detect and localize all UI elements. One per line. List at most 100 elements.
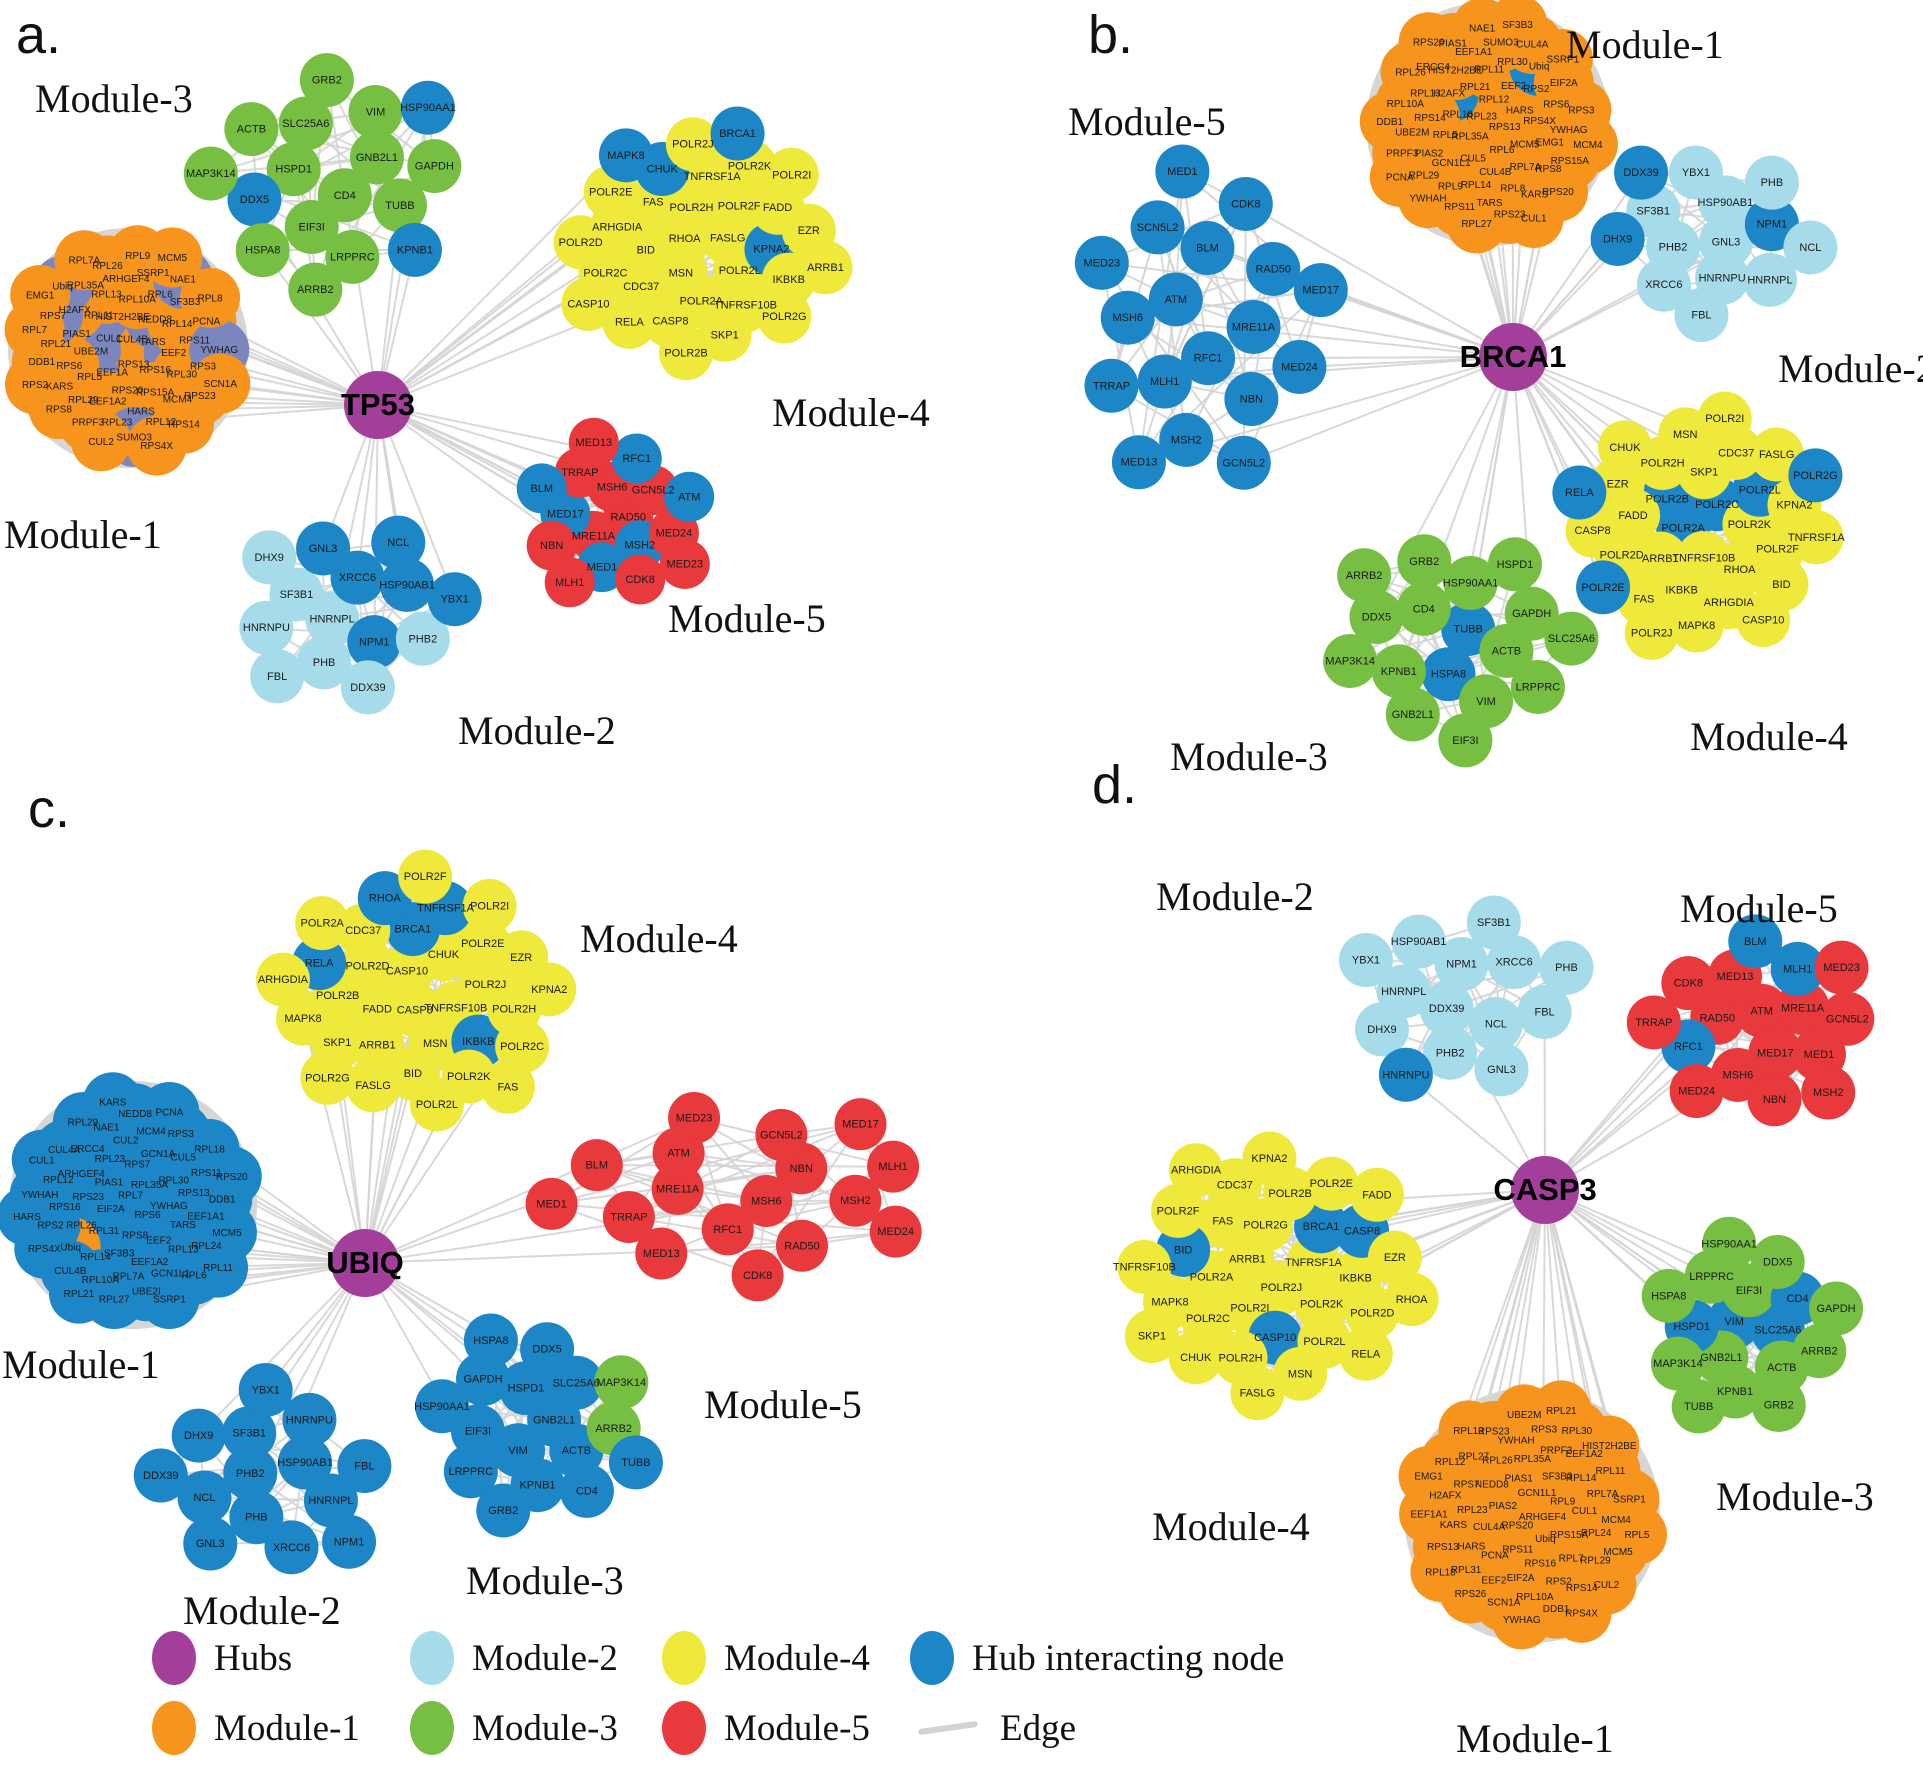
node-label: MSH6 xyxy=(1723,1069,1754,1081)
node-label: HSPA8 xyxy=(473,1335,508,1347)
node-label: MED24 xyxy=(656,528,693,540)
node-label: H2AFX xyxy=(1429,1490,1462,1501)
node-label: XRCC6 xyxy=(273,1542,310,1554)
node-label: ATM xyxy=(667,1148,689,1160)
node-label: KPNB1 xyxy=(519,1480,555,1492)
node-label: MSH6 xyxy=(1112,312,1143,324)
node-label: TRRAP xyxy=(1093,380,1130,392)
node-label: FADD xyxy=(763,202,792,214)
node-label: RHOA xyxy=(1396,1294,1428,1306)
node-label: DDB1 xyxy=(1376,117,1403,128)
node-label: NAE1 xyxy=(170,274,197,285)
node-label: PIAS2 xyxy=(1415,149,1444,160)
module-c-module-4: CASP8CASP10TNFRSF10BFADDCHUKMSNPOLR2DPOL… xyxy=(256,850,576,1132)
node-label: MCM5 xyxy=(1603,1547,1633,1558)
node-label: CUL4B xyxy=(54,1266,87,1277)
node-label: RPS3 xyxy=(1568,106,1595,117)
node-label: RPS20 xyxy=(1542,187,1574,198)
module-b-module-2: GNL3PHB2HSP90AB1HNRNPUSF3B1NPM1XRCC6YBX1… xyxy=(1591,146,1838,342)
node-label: POLR2C xyxy=(1186,1313,1230,1325)
node-label: SCN1A xyxy=(1487,1597,1521,1608)
node-label: POLR2J xyxy=(1631,627,1673,639)
node-label: RPL27 xyxy=(99,1294,130,1305)
module-label-c-module-1: Module-1 xyxy=(2,1342,160,1387)
node-label: POLR2J xyxy=(672,139,714,151)
module-label-d-module-2: Module-2 xyxy=(1156,874,1314,919)
module3-swatch-icon xyxy=(410,1701,454,1755)
node-label: BID xyxy=(637,245,655,257)
node-label: TUBB xyxy=(1684,1401,1713,1413)
node-label: MAP3K14 xyxy=(1325,655,1375,667)
node-label: MED17 xyxy=(547,509,584,521)
node-label: FAS xyxy=(1634,593,1655,605)
node-label: RPL11 xyxy=(203,1263,233,1274)
node-label: MSN xyxy=(669,267,694,279)
node-label: DDB1 xyxy=(209,1195,236,1206)
node-label: RPL18 xyxy=(1425,1567,1456,1578)
node-label: RPL7 xyxy=(118,1190,143,1201)
node-label: RPS7 xyxy=(1454,1479,1481,1490)
node-label: PIAS2 xyxy=(1489,1501,1518,1512)
node-label: RPS23 xyxy=(184,391,216,402)
node-label: XRCC6 xyxy=(1495,957,1532,969)
node-label: BLM xyxy=(1196,243,1219,255)
node-label: POLR2D xyxy=(559,237,603,249)
node-label: CASP10 xyxy=(1254,1332,1296,1344)
node-label: RPL7A xyxy=(69,256,101,267)
node-label: POLR2C xyxy=(583,267,627,279)
node-label: DDX39 xyxy=(143,1470,178,1482)
module4-swatch-icon xyxy=(662,1631,706,1685)
node-label: GCN5L2 xyxy=(1826,1013,1869,1025)
node-label: MCM5 xyxy=(158,253,188,264)
nodes-a: CD4HSPD1GNB2L1EIF3ISLC25A6TUBBDDX5VIMLRP… xyxy=(4,53,930,753)
node-label: NBN xyxy=(1240,394,1263,406)
node-label: RPL12 xyxy=(1479,95,1510,106)
node-label: GAPDH xyxy=(463,1373,502,1385)
node-label: MED17 xyxy=(842,1119,879,1131)
node-label: MCM4 xyxy=(1573,140,1603,151)
node-label: RPL23 xyxy=(95,1154,126,1165)
node-label: TRRAP xyxy=(1635,1017,1672,1029)
node-label: ARRB1 xyxy=(359,1040,396,1052)
module-b-module-4: POLR2APOLR2CTNFRSF10BPOLR2BPOLR2KARRB1SK… xyxy=(1552,392,1845,660)
node-label: RPS3 xyxy=(1531,1425,1558,1436)
node-label: MED17 xyxy=(1302,285,1339,297)
legend-item-module1: Module-1 xyxy=(152,1698,410,1758)
node-label: HSP90AA1 xyxy=(1701,1238,1757,1250)
node-label: RPL14 xyxy=(162,319,193,330)
node-label: DDX39 xyxy=(1623,167,1658,179)
edge-swatch-icon xyxy=(918,1721,978,1735)
node-label: SKP1 xyxy=(1138,1331,1166,1343)
node-label: CUL2 xyxy=(1594,1580,1620,1591)
node-label: RPS14 xyxy=(168,419,200,430)
node-label: UBE2M xyxy=(74,346,108,357)
node-label: KPNA2 xyxy=(1251,1153,1287,1165)
node-label: POLR2D xyxy=(1350,1307,1394,1319)
node-label: MSN xyxy=(1288,1368,1313,1380)
node-label: FBL xyxy=(354,1461,374,1473)
module-label-d-module-3: Module-3 xyxy=(1716,1474,1874,1519)
node-label: YWHAH xyxy=(21,1190,58,1201)
node-label: NBN xyxy=(1763,1094,1786,1106)
node-label: ARRB1 xyxy=(1229,1254,1266,1266)
node-label: MAPK8 xyxy=(284,1013,321,1025)
node-label: SLC25A6 xyxy=(1548,633,1595,645)
node-label: RPL29 xyxy=(68,1118,99,1129)
node-label: GCN1L1 xyxy=(1432,158,1471,169)
node-label: MAP3K14 xyxy=(597,1377,647,1389)
node-label: EMG1 xyxy=(1536,138,1565,149)
node-label: MED1 xyxy=(536,1198,567,1210)
node-label: POLR2E xyxy=(461,938,504,950)
module-label-b-module-1: Module-1 xyxy=(1566,22,1724,67)
node-label: CUL4A xyxy=(1473,1522,1506,1533)
node-label: YBX1 xyxy=(252,1384,280,1396)
node-label: RPL27 xyxy=(1461,219,1492,230)
node-label: RPS20 xyxy=(1502,1521,1534,1532)
node-label: GNB2L1 xyxy=(533,1414,575,1426)
node-label: ARRB1 xyxy=(1642,553,1679,565)
module-label-b-module-2: Module-2 xyxy=(1778,346,1923,391)
node-label: SCN5L2 xyxy=(1137,222,1179,234)
node-label: KPNA2 xyxy=(531,984,567,996)
node-label: RPL24 xyxy=(191,1241,222,1252)
node-label: RPS4X xyxy=(140,441,173,452)
